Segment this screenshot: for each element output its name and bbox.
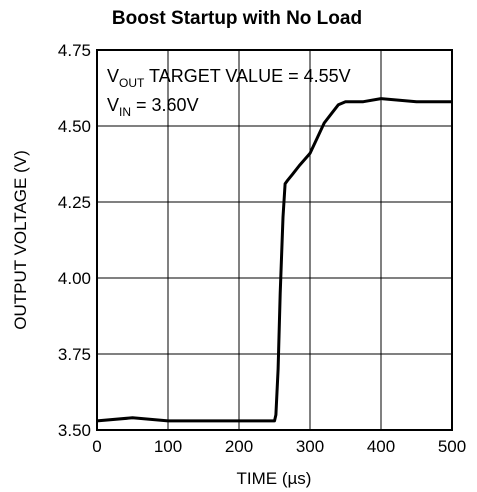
x-tick-labels: 0 100 200 300 400 500	[92, 437, 466, 456]
grid	[97, 50, 452, 430]
y-tick-label: 4.00	[58, 269, 91, 288]
x-tick-label: 0	[92, 437, 101, 456]
output-voltage-line	[96, 97, 452, 423]
x-tick-label: 300	[296, 437, 324, 456]
annotations: VOUT TARGET VALUE = 4.55V VIN = 3.60V	[107, 66, 351, 119]
annotation-label: VOUT TARGET VALUE = 4.55V	[107, 66, 351, 90]
y-tick-labels: 3.50 3.75 4.00 4.25 4.50 4.75	[58, 41, 91, 440]
x-tick-label: 400	[367, 437, 395, 456]
plot-frame	[96, 49, 453, 431]
x-tick-label: 100	[154, 437, 182, 456]
y-tick-label: 3.75	[58, 345, 91, 364]
y-axis-label: OUTPUT VOLTAGE (V)	[11, 150, 30, 329]
y-tick-label: 3.50	[58, 421, 91, 440]
y-tick-label: 4.50	[58, 117, 91, 136]
x-tick-label: 500	[438, 437, 466, 456]
annotation-label: VIN = 3.60V	[107, 95, 199, 119]
y-tick-label: 4.25	[58, 193, 91, 212]
y-tick-label: 4.75	[58, 41, 91, 60]
x-tick-label: 200	[225, 437, 253, 456]
chart-title: Boost Startup with No Load	[112, 8, 362, 29]
x-axis-label: TIME (µs)	[237, 469, 312, 488]
